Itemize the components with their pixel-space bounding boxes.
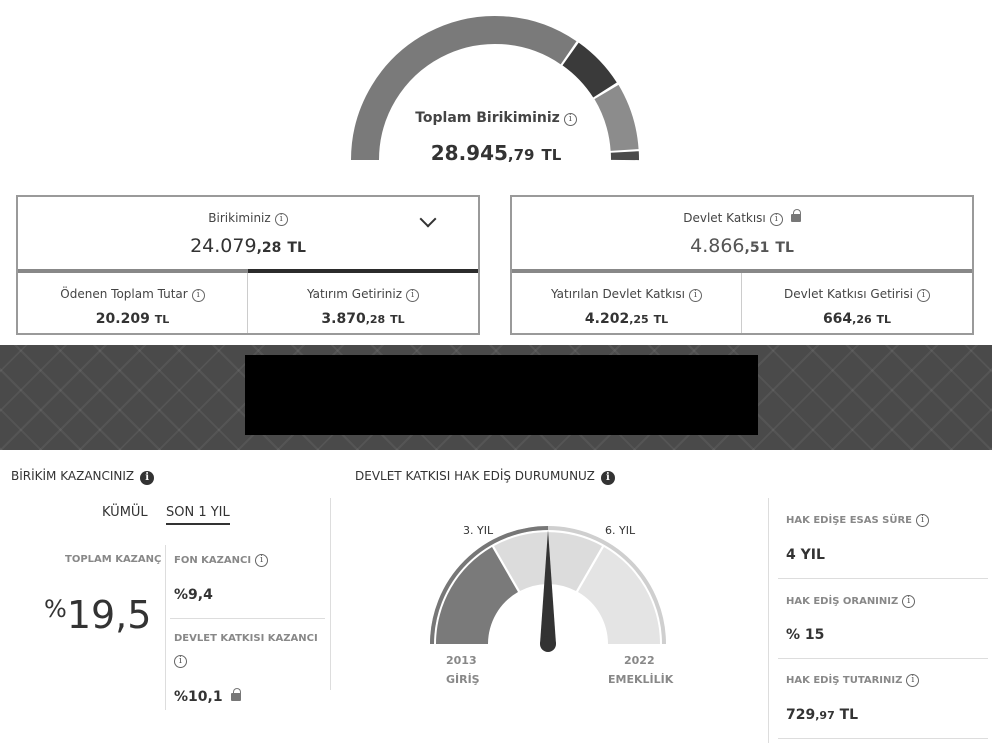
divider [778, 658, 988, 659]
divider [330, 498, 331, 690]
info-icon[interactable]: i [191, 289, 205, 302]
divider [165, 545, 166, 710]
paid-total-cell: Ödenen Toplam Tutar i 20.209 TL [18, 273, 248, 333]
end-label: EMEKLİLİK [608, 673, 674, 686]
lock-icon [230, 688, 241, 701]
tab-cumulative[interactable]: KÜMÜL [102, 505, 148, 520]
savings-card-header[interactable]: Birikiminiz i 24.079,28 TL [18, 197, 478, 269]
tab-last-year[interactable]: SON 1 YIL [166, 505, 230, 525]
fund-earnings-label: FON KAZANCI i [174, 554, 269, 567]
mark-year-6: 6. YIL [605, 524, 636, 537]
fund-earnings-value: %9,4 [174, 587, 213, 603]
vesting-rate-label: HAK EDİŞ ORANINIZ i [786, 595, 916, 608]
vesting-duration-value: 4 YIL [786, 547, 825, 563]
total-savings-gauge [351, 15, 640, 161]
banner-redacted-area [245, 355, 758, 435]
gauge-outer-rim-elapsed [430, 526, 549, 645]
total-savings-label: Toplam Birikiminiz i [0, 110, 992, 126]
info-icon[interactable]: i [274, 213, 288, 226]
state-earnings-label: DEVLET KATKISI KAZANCI [174, 633, 318, 644]
start-label: GİRİŞ [446, 673, 480, 686]
gauge-segment-3 [594, 84, 639, 152]
savings-earnings-title: BİRİKİM KAZANCINIZ i [11, 469, 155, 485]
end-year: 2022 [624, 654, 655, 667]
vesting-amount-value: 729,97 TL [786, 707, 859, 723]
info-icon[interactable]: i [406, 289, 420, 302]
info-icon[interactable]: i [769, 213, 783, 226]
deposited-contribution-cell: Yatırılan Devlet Katkısı i 4.202,25 TL [512, 273, 742, 333]
state-contribution-bar [512, 269, 972, 273]
divider [170, 618, 325, 619]
vesting-status-title: DEVLET KATKISI HAK EDİŞ DURUMUNUZ i [355, 469, 615, 485]
gauge-needle-hub [540, 636, 556, 652]
investment-return-cell: Yatırım Getiriniz i 3.870,28 TL [248, 273, 478, 333]
state-contribution-card: Devlet Katkısı i 4.866,51 TL Yatırılan De… [510, 195, 974, 335]
state-contribution-value: 4.866,51 TL [690, 235, 794, 257]
info-icon[interactable]: i [902, 595, 916, 608]
lock-icon [790, 209, 801, 222]
info-icon[interactable]: i [906, 674, 920, 687]
info-icon[interactable]: i [689, 289, 702, 302]
savings-card: Birikiminiz i 24.079,28 TL Ödenen Toplam … [16, 195, 480, 335]
vesting-gauge [430, 526, 666, 652]
gauge-zone-3 [578, 547, 660, 644]
info-icon[interactable]: i [255, 554, 269, 567]
gauge-zone-1 [436, 547, 518, 644]
gauge-segment-2 [562, 42, 617, 98]
info-icon[interactable]: i [916, 289, 930, 302]
gauge-segment-1 [351, 15, 577, 161]
info-icon[interactable]: i [140, 471, 155, 485]
vesting-amount-label: HAK EDİŞ TUTARINIZ i [786, 674, 920, 687]
state-contribution-header: Devlet Katkısı i 4.866,51 TL [512, 197, 972, 269]
divider [778, 578, 988, 579]
savings-progress-bar [18, 269, 478, 273]
info-icon[interactable]: i [916, 514, 930, 527]
total-earnings-value: %19,5 [44, 593, 152, 637]
info-icon[interactable]: i [174, 655, 187, 668]
total-savings-value: 28.945,79 TL [430, 141, 562, 165]
start-year: 2013 [446, 654, 477, 667]
vesting-rate-value: % 15 [786, 627, 825, 643]
mark-year-3: 3. YIL [463, 524, 494, 537]
info-icon[interactable]: i [563, 113, 577, 126]
savings-value: 24.079,28 TL [190, 235, 306, 257]
vesting-duration-label: HAK EDİŞE ESAS SÜRE i [786, 514, 930, 527]
divider [778, 738, 988, 739]
total-earnings-label: TOPLAM KAZANÇ [65, 554, 162, 565]
divider [768, 498, 769, 743]
contribution-return-cell: Devlet Katkısı Getirisi i 664,26 TL [742, 273, 972, 333]
state-earnings-value: %10,1 [174, 688, 241, 705]
gauge-needle [540, 530, 556, 644]
info-icon[interactable]: i [600, 471, 615, 485]
savings-label: Birikiminiz [208, 211, 271, 225]
